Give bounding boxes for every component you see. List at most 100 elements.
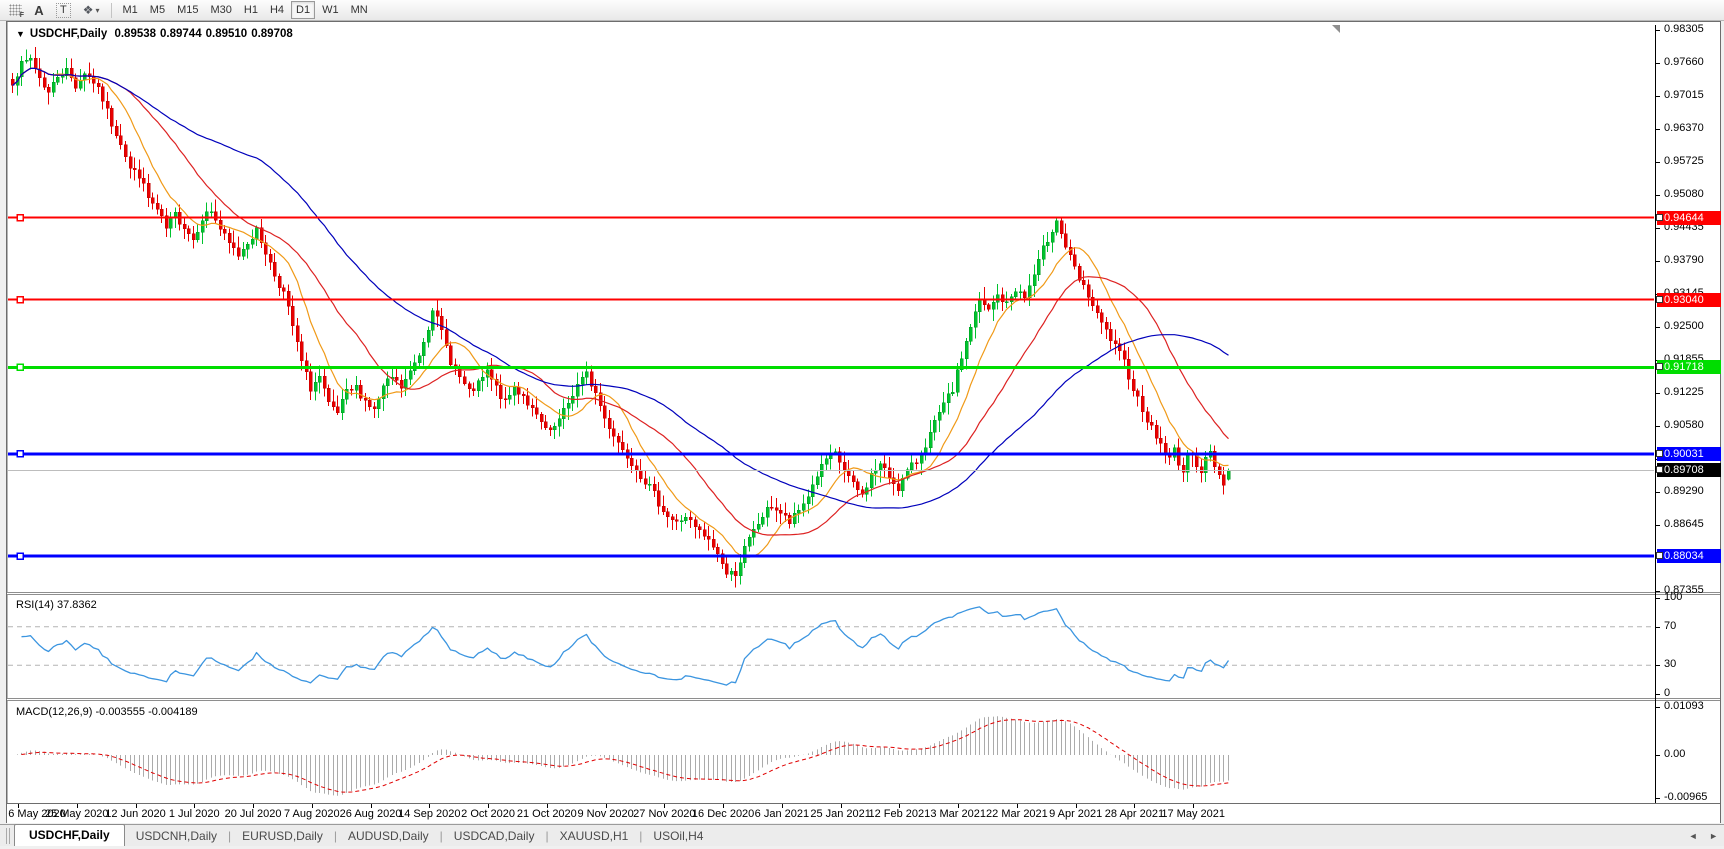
tab-usoil-h4[interactable]: USOil,H4 xyxy=(653,829,704,843)
grid-icon: F xyxy=(9,4,24,19)
timeframe-button-MN[interactable]: MN xyxy=(350,4,368,16)
timeframe-button-H1[interactable]: H1 xyxy=(243,4,258,16)
objects-button[interactable]: ❖ ▾ xyxy=(78,1,105,19)
panel-splitter-macd[interactable] xyxy=(7,698,1720,701)
price-tick: 0.97660 xyxy=(1664,56,1704,68)
date-tick-mark xyxy=(664,804,665,808)
tag-handle-icon xyxy=(1656,213,1663,221)
ohlc-open: 0.89538 xyxy=(114,28,157,40)
price-tick-mark xyxy=(1655,195,1660,196)
price-tick-mark xyxy=(1655,525,1660,526)
date-tick-mark xyxy=(194,804,195,808)
tab-divider: | xyxy=(228,829,232,843)
date-tick-mark xyxy=(18,804,19,808)
macd-tick: 0.00 xyxy=(1664,748,1686,760)
date-label: 27 Nov 2020 xyxy=(633,808,696,820)
tag-handle-icon xyxy=(1656,295,1663,303)
chart-shift-marker[interactable] xyxy=(1332,25,1340,33)
price-tick-mark xyxy=(1655,393,1660,394)
tab-scroll-left-arrow[interactable]: ◄ xyxy=(1688,831,1698,841)
chevron-down-icon: ▾ xyxy=(95,5,100,15)
date-label: 25 May 2020 xyxy=(44,808,109,820)
current-price-label: 0.89708 xyxy=(1656,463,1721,478)
timeframe-button-M5[interactable]: M5 xyxy=(149,4,166,16)
date-label: 6 Jan 2021 xyxy=(754,808,810,820)
price-tick: 0.96370 xyxy=(1664,122,1704,134)
hline-price-label: 0.90031 xyxy=(1656,446,1721,461)
date-label: 20 Jul 2020 xyxy=(224,808,282,820)
text-label-button[interactable]: T xyxy=(51,1,76,19)
rsi-tick-mark xyxy=(1655,665,1660,667)
macd-tick: -0.00965 xyxy=(1664,790,1708,803)
price-tick: 0.93790 xyxy=(1664,254,1704,266)
templates-grid-button[interactable]: F xyxy=(4,1,27,19)
date-tick-mark xyxy=(723,804,724,808)
price-tick: 0.90580 xyxy=(1664,419,1704,431)
price-tick-mark xyxy=(1655,492,1660,493)
tab-usdchf-daily[interactable]: USDCHF,Daily xyxy=(14,824,125,846)
price-tick-mark xyxy=(1655,426,1660,427)
price-tick: 0.87355 xyxy=(1664,584,1704,596)
macd-tick: 0.01093 xyxy=(1664,699,1704,712)
tab-scroll-right-arrow[interactable]: ► xyxy=(1709,831,1718,841)
date-label: 3 Mar 2021 xyxy=(930,808,986,820)
tab-strip-grip xyxy=(6,828,10,844)
timeframe-button-M30[interactable]: M30 xyxy=(210,4,232,16)
tab-xauusd-h1[interactable]: XAUUSD,H1 xyxy=(559,829,629,843)
font-button[interactable]: A xyxy=(29,1,49,19)
timeframe-button-H4[interactable]: H4 xyxy=(269,4,285,16)
date-tick-mark xyxy=(429,804,430,808)
timeframe-button-M15[interactable]: M15 xyxy=(177,4,199,16)
hline-price-label: 0.94644 xyxy=(1656,210,1721,225)
rsi-label: RSI(14) 37.8362 xyxy=(16,599,97,611)
timeframe-button-D1[interactable]: D1 xyxy=(291,1,316,19)
date-label: 17 May 2021 xyxy=(1161,808,1225,820)
tab-usdcad-daily[interactable]: USDCAD,Daily xyxy=(453,829,535,843)
price-tick-mark xyxy=(1655,591,1660,592)
date-tick-mark xyxy=(782,804,783,808)
tab-usdcnh-daily[interactable]: USDCNH,Daily xyxy=(135,829,218,843)
timeframe-button-M1[interactable]: M1 xyxy=(122,4,138,16)
tab-audusd-daily[interactable]: AUDUSD,Daily xyxy=(347,829,429,843)
rsi-tick-mark xyxy=(1655,626,1660,628)
ohlc-low: 0.89510 xyxy=(205,28,248,40)
symbol-name: USDCHF,Daily xyxy=(29,28,108,40)
tab-eurusd-daily[interactable]: EURUSD,Daily xyxy=(242,829,323,843)
one-click-trading-arrow[interactable]: ▼ xyxy=(16,29,25,39)
tab-divider: | xyxy=(639,829,643,843)
timeframe-button-W1[interactable]: W1 xyxy=(322,4,339,16)
date-tick-mark xyxy=(136,804,137,808)
rsi-chart-canvas[interactable] xyxy=(8,595,1654,698)
macd-chart-canvas[interactable] xyxy=(8,703,1654,803)
price-tick: 0.95080 xyxy=(1664,188,1704,200)
price-tick: 0.92500 xyxy=(1664,320,1704,332)
date-tick-mark xyxy=(899,804,900,808)
price-tick: 0.95725 xyxy=(1664,155,1704,167)
rsi-tick-mark xyxy=(1655,694,1660,695)
date-axis[interactable]: 6 May 2020 25 May 2020 12 Jun 2020 1 Jul 20… xyxy=(7,803,1720,823)
price-tick-mark xyxy=(1655,63,1660,64)
chart-title: ▼ USDCHF,Daily 0.89538 0.89744 0.89510 0.897… xyxy=(16,28,297,40)
panel-splitter-rsi[interactable] xyxy=(7,592,1720,595)
date-tick-mark xyxy=(1193,804,1194,808)
date-label: 26 Aug 2020 xyxy=(339,808,402,820)
date-label: 2 Oct 2020 xyxy=(461,808,515,820)
date-label: 9 Nov 2020 xyxy=(577,808,634,820)
date-tick-mark xyxy=(371,804,372,808)
main-chart-canvas[interactable] xyxy=(8,25,1654,591)
date-tick-mark xyxy=(488,804,489,808)
date-label: 21 Oct 2020 xyxy=(516,808,577,820)
ohlc-high: 0.89744 xyxy=(160,28,202,40)
date-label: 14 Sep 2020 xyxy=(398,808,461,820)
date-label: 1 Jul 2020 xyxy=(168,808,220,820)
date-tick-mark xyxy=(1076,804,1077,808)
tag-handle-icon xyxy=(1656,552,1663,560)
price-tick: 0.97015 xyxy=(1664,89,1704,101)
price-tick: 0.89290 xyxy=(1664,485,1704,497)
chart-window: ▼ USDCHF,Daily 0.89538 0.89744 0.89510 0.897… xyxy=(6,21,1721,823)
rsi-tick: 0 xyxy=(1664,687,1671,699)
tab-divider: | xyxy=(439,829,443,843)
price-tick-mark xyxy=(1655,129,1660,130)
toolbar-separator xyxy=(110,2,112,18)
